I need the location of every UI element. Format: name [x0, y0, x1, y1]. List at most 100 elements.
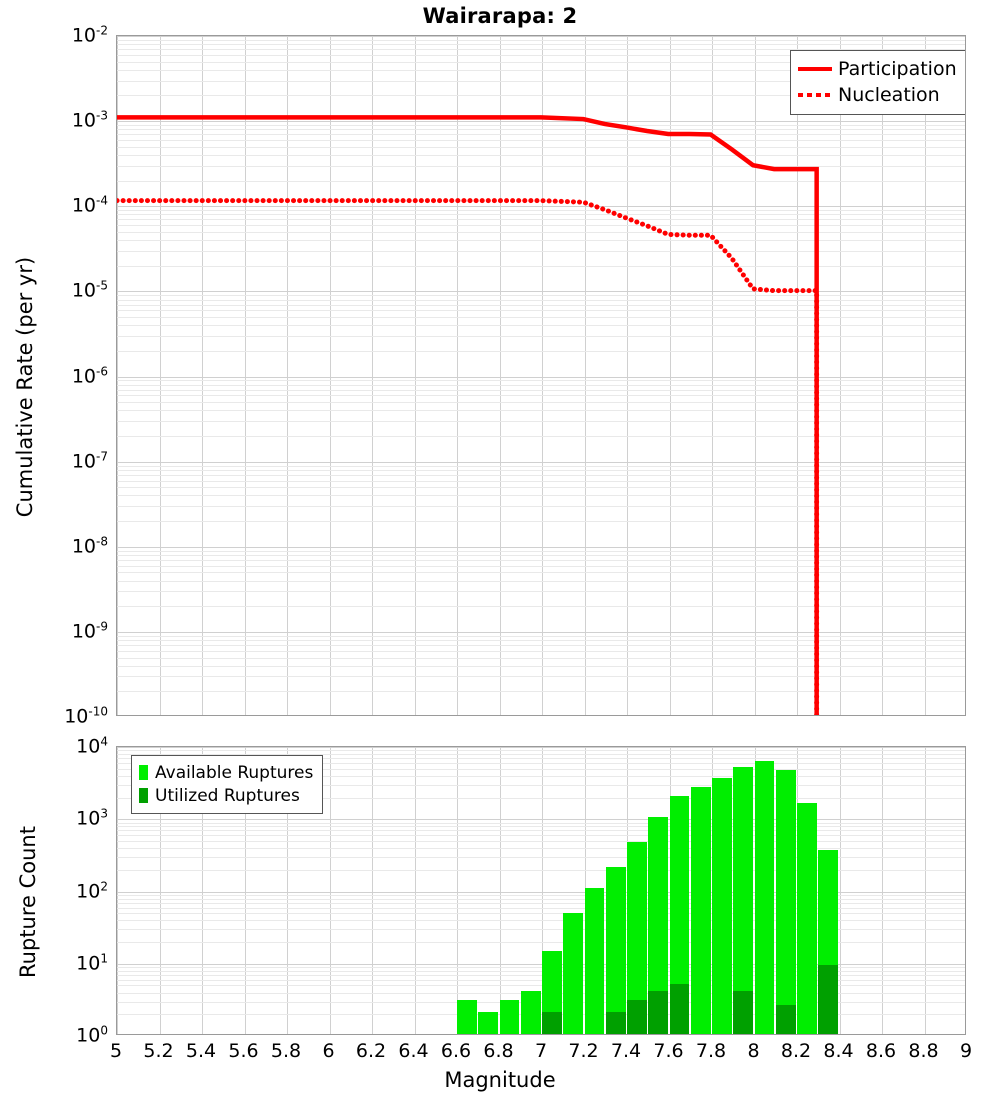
gridline-horizontal — [117, 62, 965, 63]
bar-utilized — [818, 965, 838, 1034]
gridline-horizontal — [117, 36, 965, 37]
gridline-vertical — [754, 36, 756, 715]
gridline-horizontal — [117, 572, 965, 573]
gridline-horizontal — [117, 475, 965, 476]
y-tick-label: 10-10 — [64, 704, 108, 728]
gridline-vertical — [287, 36, 288, 715]
curve-nucleation — [117, 198, 820, 715]
gridline-horizontal — [117, 908, 965, 909]
dark-green-swatch-icon — [139, 788, 148, 803]
gridline-horizontal — [117, 140, 965, 141]
gridline-vertical — [202, 36, 203, 715]
x-tick-label: 5.4 — [185, 1040, 217, 1062]
y-tick-label: 10-7 — [71, 448, 108, 473]
gridline-horizontal — [117, 798, 965, 799]
green-swatch-icon — [139, 765, 148, 780]
gridline-vertical — [457, 36, 458, 715]
gridline-vertical — [924, 36, 926, 715]
x-tick-label: 5.2 — [143, 1040, 174, 1062]
y-tick-label: 100 — [76, 1023, 108, 1047]
bar-available — [690, 787, 711, 1034]
bar-available — [733, 766, 753, 1034]
x-tick-label: 6.6 — [440, 1040, 472, 1062]
curve-participation — [117, 115, 819, 715]
gridline-horizontal — [117, 410, 965, 411]
y-tick-label: 10-9 — [71, 619, 108, 643]
legend-item-nucleation[interactable]: Nucleation — [798, 82, 957, 108]
bar-utilized — [775, 1005, 796, 1034]
gridline-horizontal — [117, 210, 965, 211]
gridline-horizontal — [117, 691, 965, 692]
legend-item-utilized-ruptures[interactable]: Utilized Ruptures — [139, 784, 313, 807]
gridline-vertical — [457, 747, 458, 1034]
legend-item-available-ruptures[interactable]: Available Ruptures — [139, 761, 313, 784]
gridline-horizontal — [117, 166, 965, 167]
x-axis-label: Magnitude — [444, 1068, 556, 1092]
gridline-horizontal — [117, 395, 965, 396]
y-tick-label: 102 — [76, 878, 108, 903]
gridline-vertical — [839, 36, 841, 715]
page-title: Wairarapa: 2 — [422, 4, 578, 28]
x-tick-label: 8.4 — [823, 1040, 854, 1062]
gridline-horizontal — [117, 402, 965, 403]
gridline-horizontal — [117, 555, 965, 556]
bar-available — [499, 999, 520, 1034]
bar-available — [478, 1012, 498, 1034]
y-tick-label: 103 — [76, 806, 108, 830]
y-tick-label: 10-8 — [71, 534, 108, 558]
gridline-horizontal — [117, 214, 965, 215]
x-tick-label: 8.6 — [865, 1040, 897, 1062]
legend-item-participation[interactable]: Participation — [798, 56, 957, 82]
gridline-horizontal — [117, 521, 965, 522]
gridline-vertical — [244, 747, 246, 1034]
gridline-horizontal — [117, 206, 965, 207]
gridline-horizontal — [117, 219, 965, 220]
dotted-line-icon — [798, 93, 832, 97]
gridline-horizontal — [117, 841, 965, 842]
gridline-horizontal — [117, 591, 965, 592]
gridline-horizontal — [117, 763, 965, 764]
gridline-horizontal — [117, 125, 965, 126]
x-tick-label: 6 — [322, 1040, 335, 1062]
gridline-vertical — [244, 36, 246, 715]
bar-utilized — [542, 1012, 562, 1034]
gridline-vertical — [287, 747, 288, 1034]
gridline-horizontal — [117, 971, 965, 972]
gridline-horizontal — [117, 747, 965, 748]
gridline-vertical — [669, 36, 671, 715]
gridline-horizontal — [117, 964, 965, 965]
gridline-horizontal — [117, 929, 965, 930]
gridline-horizontal — [117, 317, 965, 318]
gridline-horizontal — [117, 581, 965, 582]
gridline-vertical — [159, 747, 161, 1034]
gridline-horizontal — [117, 487, 965, 488]
gridline-horizontal — [117, 385, 965, 386]
bar-available — [584, 887, 605, 1034]
x-tick-label: 9 — [959, 1040, 973, 1062]
y-tick-label: 104 — [76, 734, 108, 758]
gridline-horizontal — [117, 895, 965, 896]
x-tick-label: 8.2 — [780, 1040, 812, 1062]
y-axis-top: 10-2 10-3 10-4 10-5 10-6 10-7 10-8 10-9 10-10 — [0, 23, 108, 727]
bar-utilized — [605, 1012, 626, 1034]
x-tick-label: 7.4 — [610, 1040, 642, 1062]
gridline-horizontal — [117, 899, 965, 900]
bar-available — [775, 770, 796, 1034]
gridline-horizontal — [117, 920, 965, 921]
gridline-horizontal — [117, 769, 965, 770]
gridline-horizontal — [117, 892, 965, 893]
gridline-horizontal — [117, 336, 965, 337]
gridline-vertical — [882, 747, 883, 1034]
x-tick-label: 6.4 — [398, 1040, 429, 1062]
gridline-horizontal — [117, 121, 965, 122]
legend-label: Participation — [838, 58, 957, 80]
gridline-horizontal — [117, 55, 965, 56]
gridline-horizontal — [117, 232, 965, 233]
gridline-vertical — [414, 747, 416, 1034]
gridline-horizontal — [117, 305, 965, 306]
bars-layer — [117, 747, 965, 1034]
legend-label: Available Ruptures — [155, 762, 314, 783]
gridline-horizontal — [117, 993, 965, 994]
gridline-horizontal — [117, 1002, 965, 1003]
gridline-horizontal — [117, 551, 965, 552]
